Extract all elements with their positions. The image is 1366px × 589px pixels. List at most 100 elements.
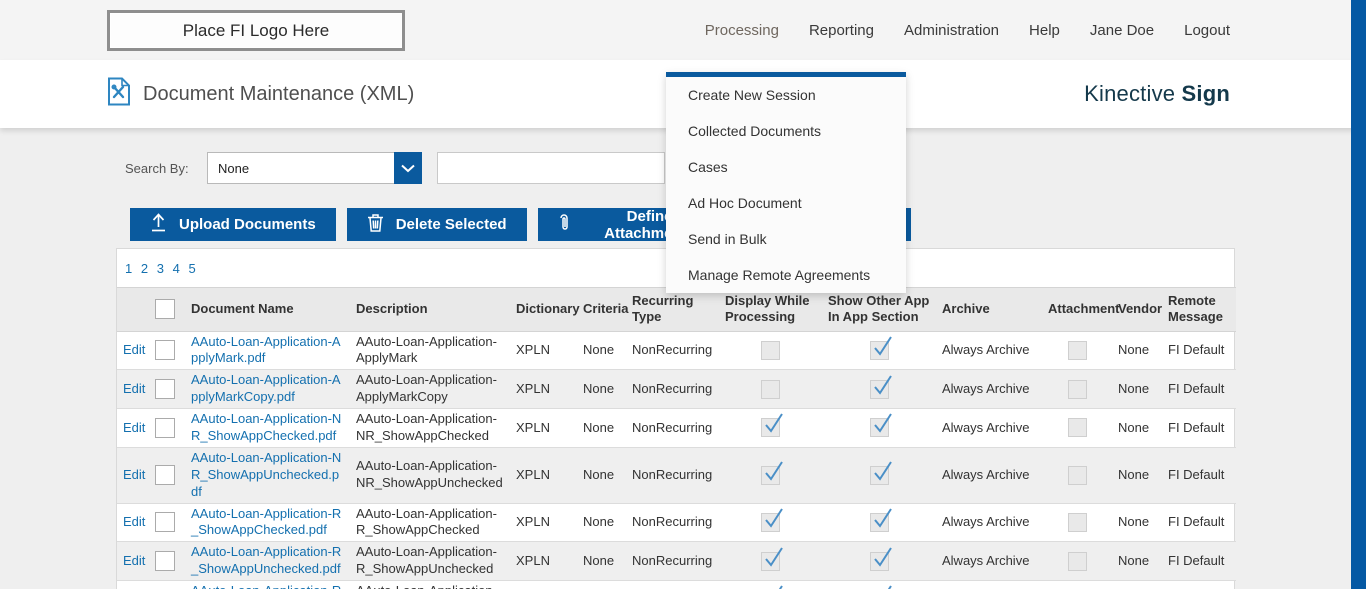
select-all-checkbox[interactable] xyxy=(155,299,175,320)
show-other-app-cell xyxy=(822,370,936,409)
dictionary-cell: XPLN xyxy=(516,466,550,482)
row-select-checkbox[interactable] xyxy=(155,417,175,438)
select-cell xyxy=(149,331,185,370)
document-maintenance-icon xyxy=(107,77,131,111)
display-while-processing-cell xyxy=(719,447,822,503)
menu-item-create-new-session[interactable]: Create New Session xyxy=(688,87,816,103)
archive-cell: Always Archive xyxy=(942,466,1030,482)
vendor-cell: None xyxy=(1118,341,1150,357)
define-attachments-button-edge[interactable] xyxy=(906,208,911,241)
attachment-checkbox xyxy=(1067,551,1087,571)
table-row: Edit AAuto-Loan-Application-ApplyMark.pdf… xyxy=(117,331,1236,370)
select-all-header xyxy=(149,287,185,332)
show-other-app-cell xyxy=(822,503,936,542)
document-name-link[interactable]: AAuto-Loan-Application-ApplyMarkCopy.pdf xyxy=(191,372,341,405)
search-by-select[interactable]: None xyxy=(207,152,422,184)
page-link-2[interactable]: 2 xyxy=(140,261,149,276)
upload-documents-button[interactable]: Upload Documents xyxy=(130,208,336,241)
col-recurring-type: Recurring Type xyxy=(626,287,719,332)
attachment-checkbox xyxy=(1067,512,1087,532)
archive-cell: Always Archive xyxy=(942,380,1030,396)
criteria-cell: None xyxy=(583,552,615,568)
dictionary-cell: XPLN xyxy=(516,341,550,357)
edit-link[interactable]: Edit xyxy=(123,419,146,435)
edit-cell: Edit xyxy=(117,447,149,503)
show-other-app-checkbox xyxy=(869,508,892,532)
document-name-link[interactable]: AAuto-Loan-Application-R_ShowAppChecked.… xyxy=(191,505,342,538)
page-link-4[interactable]: 4 xyxy=(172,261,180,276)
attachment-cell xyxy=(1042,331,1112,370)
brand-bold: Sign xyxy=(1181,81,1230,106)
dictionary-cell: XPLN xyxy=(516,419,550,435)
document-name-link[interactable]: AAuto-Loan-Application-ApplyMark.pdf xyxy=(191,333,341,366)
document-name-cell: AAuto-Loan-Application-R_ShowAppUnchecke… xyxy=(185,542,350,581)
nav-processing[interactable]: Processing xyxy=(704,21,779,39)
pagination: 1 2 3 4 5 xyxy=(117,249,1234,287)
select-cell xyxy=(149,581,185,589)
document-table-body: Edit AAuto-Loan-Application-ApplyMark.pdf… xyxy=(117,331,1236,589)
fi-logo-placeholder: Place FI Logo Here xyxy=(107,10,405,51)
row-select-checkbox[interactable] xyxy=(155,465,175,486)
scrollbar-strip[interactable] xyxy=(1351,0,1366,589)
archive-cell: Always Archive xyxy=(942,419,1030,435)
criteria-cell: None xyxy=(583,380,615,396)
document-name-link[interactable]: AAuto-Loan-Application-RS-AFD731-test.pd… xyxy=(191,583,341,589)
page-link-5[interactable]: 5 xyxy=(188,261,196,276)
col-vendor: Vendor xyxy=(1112,287,1162,332)
dictionary-cell: XPLN xyxy=(516,552,550,568)
menu-item-manage-remote-agreements[interactable]: Manage Remote Agreements xyxy=(688,267,871,283)
menu-item-ad-hoc-document[interactable]: Ad Hoc Document xyxy=(688,195,802,211)
archive-cell: Always Archive xyxy=(942,552,1030,568)
show-other-app-checkbox xyxy=(869,413,892,438)
edit-cell: Edit xyxy=(117,370,149,409)
delete-selected-button[interactable]: Delete Selected xyxy=(346,208,527,241)
show-other-app-cell xyxy=(822,331,936,370)
edit-link[interactable]: Edit xyxy=(123,552,146,568)
delete-selected-label: Delete Selected xyxy=(395,216,507,233)
nav-reporting[interactable]: Reporting xyxy=(808,21,874,39)
description-cell: AAuto-Loan-Application-NR_ShowAppUncheck… xyxy=(356,458,503,491)
search-by-label: Search By: xyxy=(125,161,189,176)
page-link-1[interactable]: 1 xyxy=(125,261,133,276)
show-other-app-checkbox xyxy=(869,336,892,360)
page-link-3[interactable]: 3 xyxy=(156,261,164,276)
edit-link[interactable]: Edit xyxy=(123,380,146,396)
recurring-type-cell: NonRecurring xyxy=(626,581,719,589)
nav-user[interactable]: Jane Doe xyxy=(1089,21,1155,39)
nav-administration[interactable]: Administration xyxy=(903,21,1000,39)
display-while-processing-cell xyxy=(719,370,822,409)
display-while-processing-checkbox xyxy=(761,340,780,360)
menu-item-send-in-bulk[interactable]: Send in Bulk xyxy=(688,231,767,247)
row-select-checkbox[interactable] xyxy=(155,512,175,533)
col-document-name: Document Name xyxy=(185,287,350,332)
edit-link[interactable]: Edit xyxy=(123,341,146,357)
display-while-processing-cell xyxy=(719,503,822,542)
search-input[interactable] xyxy=(437,152,665,184)
vendor-cell: None xyxy=(1118,552,1150,568)
document-name-link[interactable]: AAuto-Loan-Application-NR_ShowAppChecked… xyxy=(191,411,342,443)
col-archive: Archive xyxy=(936,287,1042,332)
document-name-link[interactable]: AAuto-Loan-Application-NR_ShowAppUncheck… xyxy=(191,449,342,499)
select-cell xyxy=(149,370,185,409)
show-other-app-cell xyxy=(822,447,936,503)
documents-panel: 1 2 3 4 5 Document Name Description Dict… xyxy=(116,248,1236,589)
recurring-type-cell: NonRecurring xyxy=(632,552,713,568)
search-by-selected-value: None xyxy=(207,152,394,184)
nav-logout[interactable]: Logout xyxy=(1184,21,1230,39)
dictionary-cell: XPLN xyxy=(516,513,550,529)
col-display-while-processing: Display While Processing xyxy=(719,287,822,332)
recurring-type-cell: NonRecurring xyxy=(632,466,713,482)
document-name-link[interactable]: AAuto-Loan-Application-R_ShowAppUnchecke… xyxy=(191,544,342,577)
edit-link[interactable]: Edit xyxy=(123,513,146,529)
nav-help[interactable]: Help xyxy=(1029,21,1060,39)
row-select-checkbox[interactable] xyxy=(155,379,175,400)
row-select-checkbox[interactable] xyxy=(155,340,175,361)
recurring-type-cell: NonRecurring xyxy=(632,419,713,435)
col-show-other-app: Show Other App In App Section xyxy=(822,287,936,332)
select-cell xyxy=(149,503,185,542)
row-select-checkbox[interactable] xyxy=(155,551,175,572)
menu-item-cases[interactable]: Cases xyxy=(688,159,728,175)
description-cell: AAuto-Loan-Application-ApplyMark xyxy=(356,333,497,366)
edit-link[interactable]: Edit xyxy=(123,466,146,482)
menu-item-collected-documents[interactable]: Collected Documents xyxy=(688,123,822,139)
